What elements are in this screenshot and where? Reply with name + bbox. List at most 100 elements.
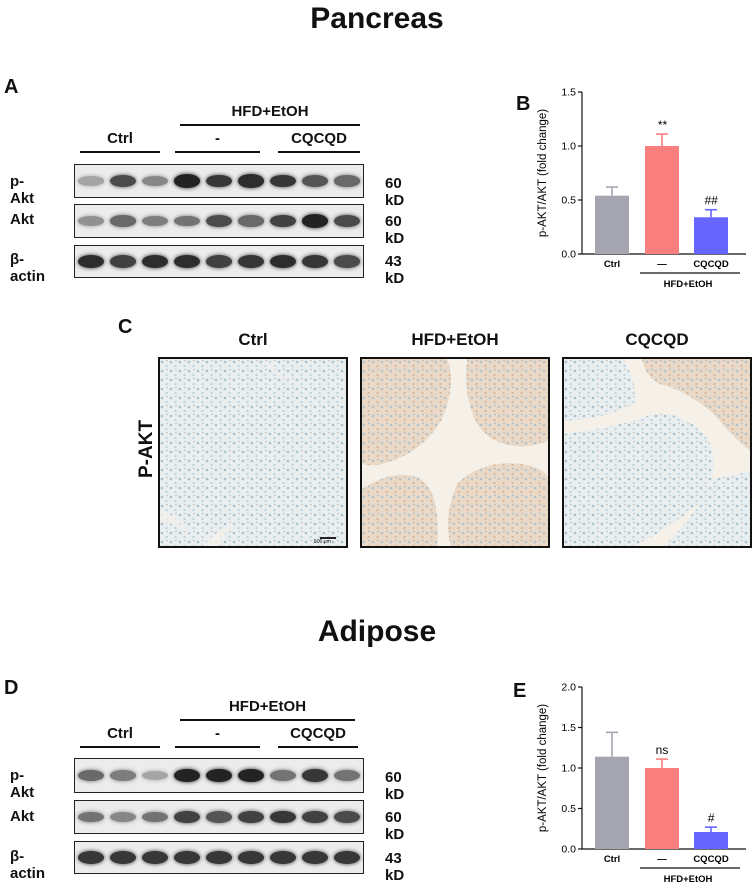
ihc-column-label: Ctrl [238, 330, 268, 349]
blot-kd-label: 60 kD [385, 175, 405, 209]
bar [694, 831, 728, 849]
blot-band [141, 215, 169, 227]
blot-header-minus: - [215, 130, 220, 147]
blot-band [77, 216, 105, 226]
blot-band [301, 851, 329, 864]
blot-band [333, 175, 361, 187]
significance-label: ** [657, 118, 667, 132]
blot-band [109, 770, 137, 781]
blot-strip-actin [74, 245, 364, 278]
blot-band [77, 769, 105, 782]
blot-row-label: p-Akt [10, 767, 35, 801]
blot-header-hfd: HFD+EtOH [231, 103, 309, 120]
ihc-image-hfd [360, 357, 550, 548]
blot-header-hfd-line [180, 719, 355, 721]
panel-label-c: C [118, 316, 133, 338]
blot-band [301, 255, 329, 268]
blot-band [237, 215, 265, 227]
blot-band [237, 851, 265, 864]
blot-band [141, 254, 169, 269]
x-tick-label: CQCQD [693, 854, 729, 865]
blot-kd-label: 43 kD [385, 850, 405, 884]
blot-row-label: β-actin [10, 251, 46, 285]
blot-strip-pakt [74, 758, 364, 793]
ihc-tissue [362, 359, 548, 546]
blot-band [301, 214, 329, 228]
blot-band [205, 851, 233, 864]
blot-header-hfd: HFD+EtOH [228, 698, 307, 715]
blot-band [205, 811, 233, 823]
y-axis-label: p-AKT/AKT (fold change) [537, 109, 549, 237]
group-label: HFD+EtOH [664, 279, 713, 290]
y-tick-label: 0.0 [561, 844, 576, 856]
x-tick-label: CQCQD [693, 259, 729, 270]
panel-label-d: D [4, 677, 19, 699]
blot-band [301, 175, 329, 187]
ihc-tissue [564, 359, 750, 546]
blot-band [269, 174, 297, 188]
blot-kd-label: 60 kD [385, 809, 405, 843]
blot-band [109, 174, 137, 188]
blot-band [205, 768, 233, 783]
blot-line-minus [175, 746, 260, 748]
blot-band [109, 255, 137, 268]
blot-band [173, 851, 201, 864]
blot-band [109, 811, 137, 823]
blot-header-minus: - [215, 725, 220, 742]
y-axis-label: p-AKT/AKT (fold change) [537, 704, 549, 832]
pancreas-title: Pancreas [310, 2, 444, 35]
blot-header-cqcqd: CQCQD [291, 130, 347, 147]
blot-band [237, 810, 265, 824]
blot-band [301, 810, 329, 824]
blot-band [269, 770, 297, 781]
x-tick-label: Ctrl [604, 854, 620, 865]
blot-band [333, 255, 361, 268]
blot-band [333, 810, 361, 824]
blot-band [77, 176, 105, 186]
blot-line-ctrl [80, 746, 160, 748]
blot-band [77, 254, 105, 269]
blot-band [333, 214, 361, 228]
y-tick-label: 1.0 [561, 141, 576, 153]
blot-header-hfd-line [180, 124, 360, 126]
y-tick-label: 0.5 [561, 803, 576, 815]
blot-band [301, 769, 329, 782]
blot-line-minus [175, 151, 260, 153]
blot-band [205, 174, 233, 188]
ihc-row-label: P-AKT [136, 419, 157, 478]
y-tick-label: 1.0 [561, 763, 576, 775]
significance-label: # [708, 811, 715, 825]
group-label: HFD+EtOH [664, 874, 713, 885]
panel-label-e: E [513, 680, 527, 702]
blot-line-cqcqd [278, 151, 360, 153]
bar-chart-b: 0.0 0.5 1.0 1.5 p-AKT/AKT (fold change) Ctrl *… [537, 87, 746, 290]
ihc-column-label: CQCQD [625, 330, 689, 349]
ihc-image-ctrl: 500 μm [158, 357, 348, 548]
blot-band [77, 851, 105, 864]
x-tick-label: Ctrl [604, 259, 620, 270]
y-tick-label: 2.0 [561, 682, 576, 694]
significance-label: ## [704, 194, 718, 208]
x-tick-label: — [657, 259, 667, 270]
bar [645, 768, 679, 849]
blot-band [269, 810, 297, 824]
blot-header-ctrl: Ctrl [107, 725, 133, 742]
x-tick-label: — [657, 854, 667, 865]
blot-strip-pakt [74, 164, 364, 198]
blot-strip-akt [74, 204, 364, 238]
y-tick-label: 0.0 [561, 249, 576, 261]
blot-band [269, 214, 297, 228]
blot-band [77, 811, 105, 823]
blot-row-label: Akt [10, 808, 35, 825]
bar [595, 195, 629, 254]
blot-band [173, 174, 201, 188]
blot-band [237, 174, 265, 188]
blot-band [109, 851, 137, 864]
blot-band [141, 175, 169, 187]
bar [645, 146, 679, 254]
blot-header-ctrl: Ctrl [107, 130, 133, 147]
blot-band [173, 254, 201, 269]
ihc-scale-bar-label: 500 μm [314, 539, 331, 545]
blot-band [333, 770, 361, 781]
